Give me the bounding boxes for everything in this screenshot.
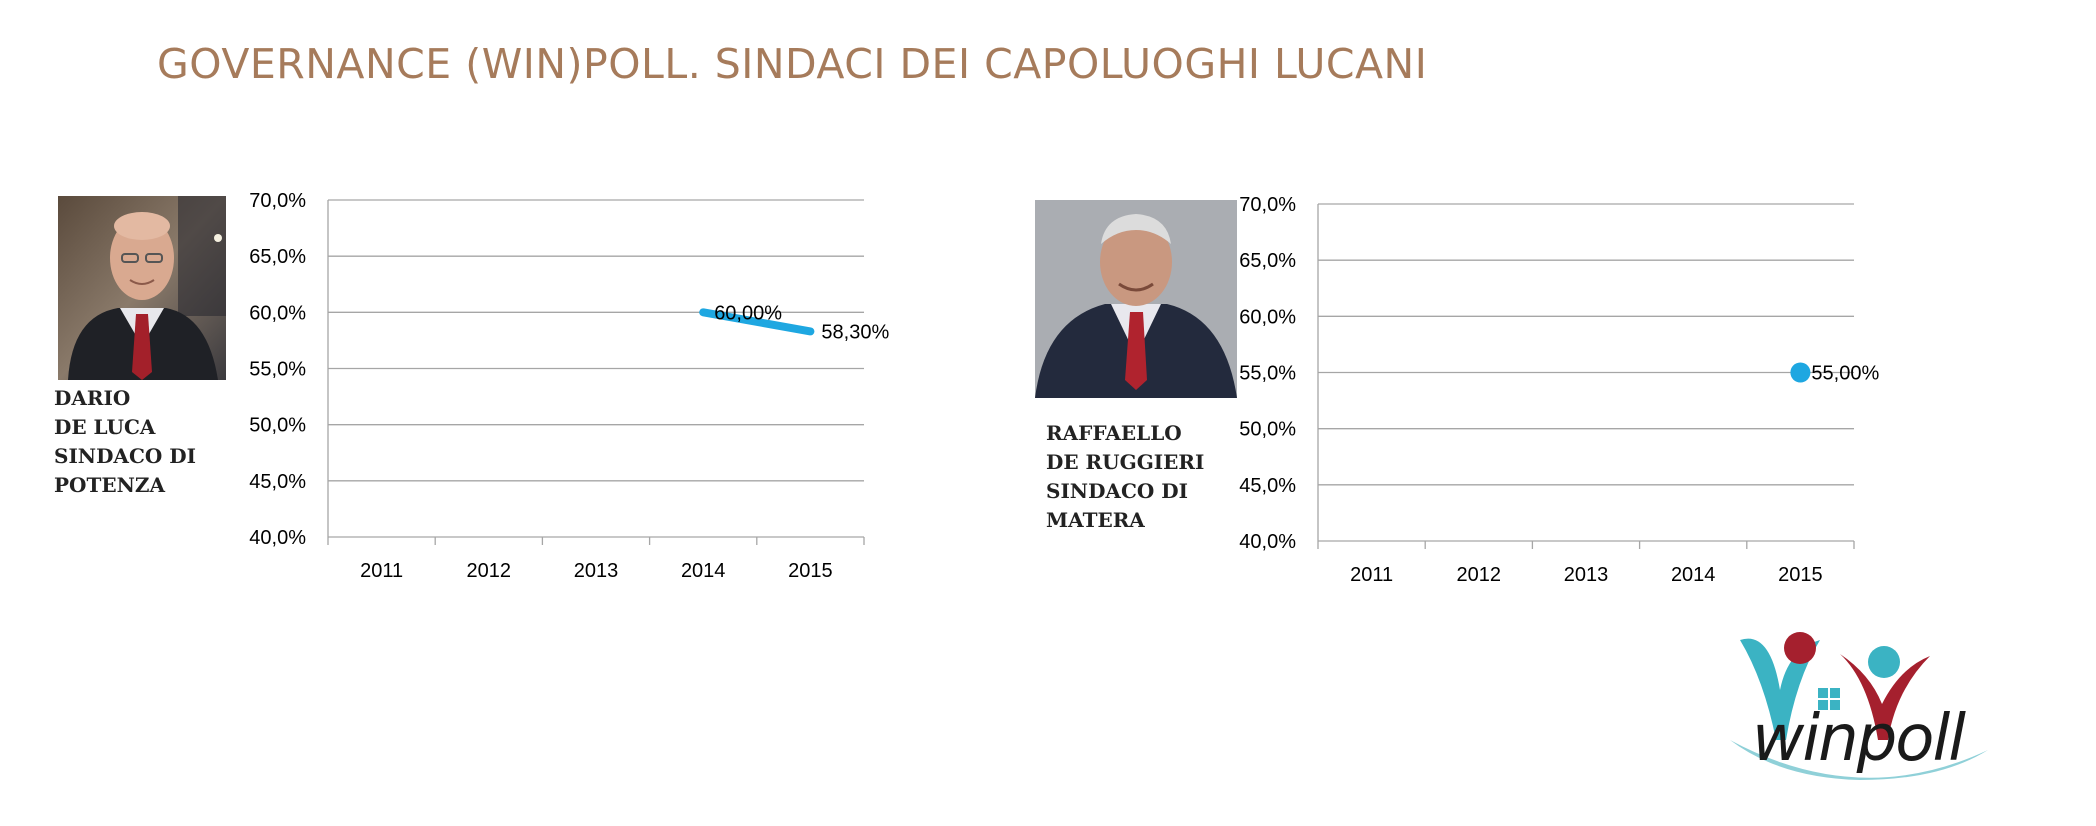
y-tick-label: 50,0% bbox=[1239, 419, 1296, 441]
x-tick-label: 2013 bbox=[574, 560, 619, 582]
logo-window-icon bbox=[1818, 688, 1840, 710]
logo-wordmark: winpoll bbox=[1752, 702, 1966, 776]
x-tick-label: 2015 bbox=[788, 560, 833, 582]
x-tick-label: 2011 bbox=[360, 560, 403, 582]
caption-line: DE LUCA bbox=[54, 415, 156, 439]
data-label: 58,30% bbox=[821, 321, 889, 343]
y-tick-label: 70,0% bbox=[249, 190, 306, 212]
logo-teal-head bbox=[1868, 646, 1900, 678]
y-tick-label: 50,0% bbox=[249, 415, 306, 437]
slide-title: GOVERNANCE (WIN)POLL. SINDACI DEI CAPOLU… bbox=[157, 40, 1428, 88]
logo-red-head bbox=[1784, 632, 1816, 664]
chart-matera: 40,0% 45,0% 50,0% 55,0% 60,0% 65,0% 70,0% 2011 2… bbox=[1239, 194, 1879, 586]
series-line bbox=[699, 308, 815, 336]
y-tick-label: 40,0% bbox=[249, 527, 306, 549]
mayor-caption-potenza: DARIO DE LUCA SINDACO DI POTENZA bbox=[54, 384, 196, 500]
x-tick-label: 2014 bbox=[1671, 564, 1716, 586]
y-tick-label: 60,0% bbox=[1239, 306, 1296, 328]
x-tick-label: 2014 bbox=[681, 560, 726, 582]
caption-line: SINDACO DI bbox=[1046, 479, 1188, 503]
caption-line: SINDACO DI bbox=[54, 444, 196, 468]
logo-red-figure bbox=[1840, 654, 1930, 740]
caption-line: DE RUGGIERI bbox=[1046, 450, 1205, 474]
caption-line: POTENZA bbox=[54, 473, 165, 497]
x-tick-label: 2011 bbox=[1350, 564, 1393, 586]
x-tick-label: 2013 bbox=[1564, 564, 1609, 586]
y-tick-label: 55,0% bbox=[1239, 363, 1296, 385]
y-tick-label: 65,0% bbox=[249, 246, 306, 268]
chart-potenza: 40,0% 45,0% 50,0% 55,0% 60,0% 65,0% 70,0% 2011 2… bbox=[249, 190, 889, 582]
y-tick-label: 45,0% bbox=[1239, 475, 1296, 497]
x-tick-label: 2012 bbox=[467, 560, 512, 582]
data-point bbox=[1790, 362, 1811, 383]
y-tick-label: 40,0% bbox=[1239, 531, 1296, 553]
x-tick-label: 2012 bbox=[1457, 564, 1502, 586]
logo-swoosh bbox=[1730, 740, 1988, 780]
data-label: 60,00% bbox=[714, 302, 782, 324]
mayor-caption-matera: RAFFAELLO DE RUGGIERI SINDACO DI MATERA bbox=[1046, 419, 1204, 535]
caption-line: MATERA bbox=[1046, 508, 1145, 532]
x-tick-label: 2015 bbox=[1778, 564, 1823, 586]
y-tick-label: 70,0% bbox=[1239, 194, 1296, 216]
caption-line: DARIO bbox=[54, 386, 131, 410]
caption-line: RAFFAELLO bbox=[1046, 421, 1182, 445]
y-tick-label: 55,0% bbox=[249, 359, 306, 381]
data-label: 55,00% bbox=[1811, 363, 1879, 385]
y-tick-label: 60,0% bbox=[249, 302, 306, 324]
mayor-photo-matera bbox=[1035, 200, 1237, 398]
mayor-photo-potenza bbox=[58, 196, 226, 380]
y-tick-label: 45,0% bbox=[249, 471, 306, 493]
y-tick-label: 65,0% bbox=[1239, 250, 1296, 272]
winpoll-logo: winpoll bbox=[1730, 632, 1988, 780]
